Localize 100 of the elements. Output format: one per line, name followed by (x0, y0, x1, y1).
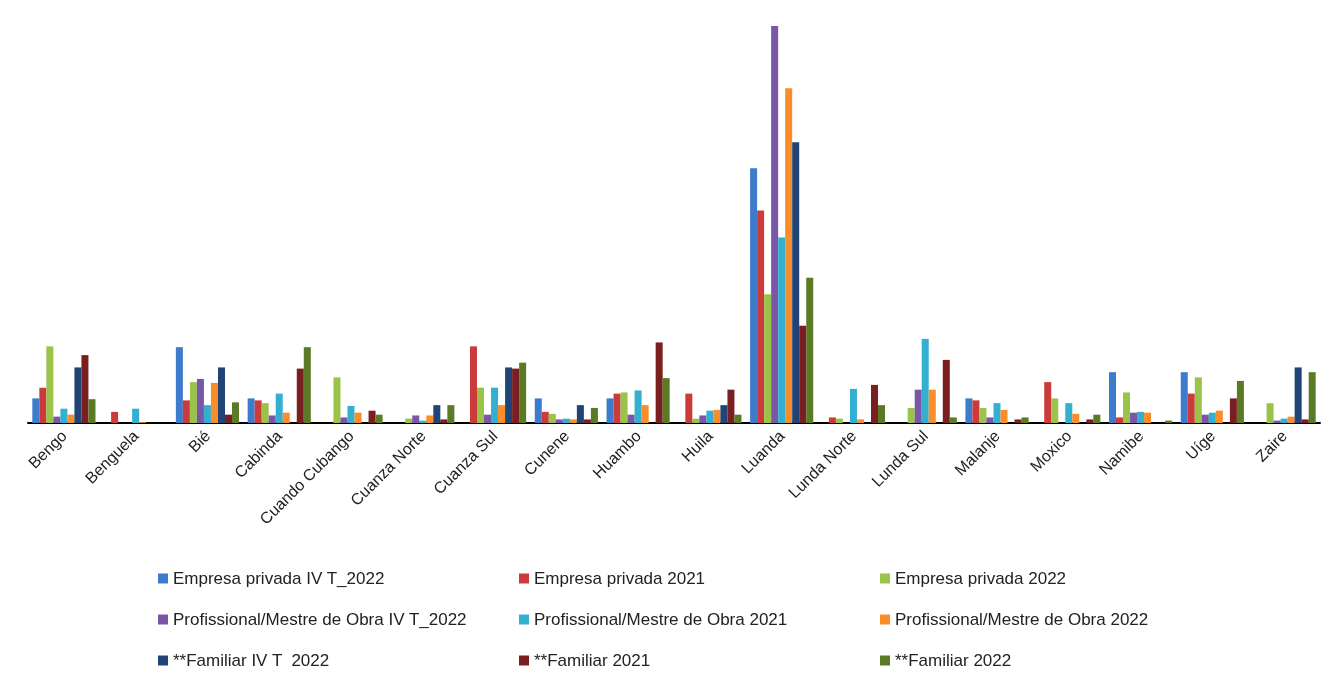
bar (727, 389, 735, 423)
bar (799, 325, 807, 423)
bar (484, 414, 492, 423)
bar (907, 407, 915, 423)
legend-label: Empresa privada 2021 (534, 569, 706, 588)
bar (132, 408, 140, 423)
bar (1108, 372, 1116, 423)
bar (720, 405, 728, 423)
bar (175, 347, 183, 423)
bar (505, 367, 513, 423)
bar (972, 400, 980, 423)
bar (426, 415, 434, 423)
bar (1266, 403, 1274, 423)
bar (792, 142, 800, 423)
legend-label: Profissional/Mestre de Obra 2021 (534, 610, 788, 629)
bar (88, 399, 96, 423)
bar (590, 407, 598, 423)
bar (634, 390, 642, 423)
legend-label: Empresa privada IV T_2022 (173, 569, 385, 588)
bar (856, 419, 864, 423)
bar (210, 382, 218, 423)
legend-label: Empresa privada 2022 (895, 569, 1067, 588)
bar (1144, 412, 1152, 423)
bar (224, 414, 233, 423)
bar (1287, 416, 1295, 423)
bar (1000, 409, 1008, 423)
bar (949, 417, 957, 423)
bar (965, 398, 973, 423)
bar (928, 389, 936, 423)
bar (60, 408, 68, 423)
bar (685, 393, 693, 423)
bar (39, 387, 47, 423)
bar (1280, 418, 1288, 423)
bar (942, 359, 950, 423)
bar (1236, 380, 1244, 423)
bar (541, 411, 549, 423)
bar (1215, 410, 1223, 423)
bar (512, 368, 520, 423)
bar (217, 367, 225, 423)
bar (1051, 398, 1059, 423)
bar (655, 342, 663, 423)
bar (1308, 372, 1316, 423)
bar (247, 398, 255, 423)
bar (878, 405, 886, 423)
bar (620, 392, 628, 423)
bar (268, 415, 276, 423)
bar (303, 347, 311, 423)
bar (1086, 419, 1094, 423)
bar (613, 393, 621, 423)
bar (498, 405, 506, 423)
bar (196, 378, 204, 423)
bar (1180, 372, 1188, 423)
bar (254, 400, 262, 423)
bar (778, 237, 786, 423)
bar (921, 338, 929, 423)
bar (340, 417, 348, 423)
bar (1187, 393, 1195, 423)
bar (296, 368, 304, 423)
bar (67, 414, 75, 423)
bar (692, 418, 700, 423)
legend-label: Profissional/Mestre de Obra 2022 (895, 610, 1149, 629)
bar (583, 419, 591, 423)
bar (53, 416, 61, 423)
bar (189, 382, 197, 423)
bar (548, 413, 556, 423)
bar (1137, 411, 1145, 423)
bar (576, 405, 584, 423)
bar (433, 405, 441, 423)
bar (993, 403, 1001, 423)
bar (785, 88, 793, 423)
bar (534, 398, 542, 423)
bar (1294, 367, 1302, 423)
bar (81, 355, 89, 423)
bar (412, 415, 420, 423)
bar (734, 414, 742, 423)
bar (333, 377, 341, 423)
bar (750, 168, 758, 423)
bar (275, 393, 283, 423)
x-tick-label: Bié (185, 426, 214, 456)
bar (1044, 382, 1052, 423)
bar (203, 405, 211, 423)
bar (662, 378, 670, 423)
bar (1130, 412, 1138, 423)
bar (641, 405, 649, 423)
bar (569, 419, 577, 423)
bar (606, 398, 614, 423)
bar (1201, 414, 1209, 423)
bar (440, 419, 448, 423)
bar (713, 409, 721, 423)
bar (835, 418, 843, 423)
bar (1208, 412, 1216, 423)
bar (1301, 419, 1309, 423)
bar (519, 362, 527, 423)
legend-label: **Familiar IV T 2022 (173, 651, 330, 670)
bar (849, 388, 857, 423)
legend-label: **Familiar 2021 (534, 651, 651, 670)
bar (375, 414, 383, 423)
bar (828, 417, 836, 423)
bar (32, 398, 40, 423)
bar (1021, 417, 1029, 423)
